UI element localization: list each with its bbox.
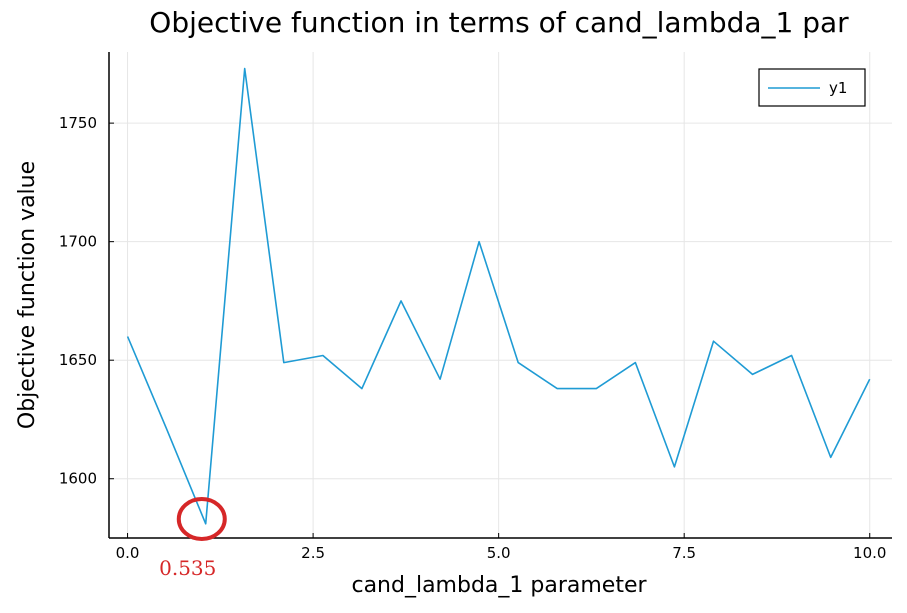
annotation-label: 0.535 — [159, 556, 216, 580]
y-tick-label: 1700 — [59, 233, 97, 251]
x-axis-label: cand_lambda_1 parameter — [351, 573, 647, 598]
y-tick-label: 1650 — [59, 351, 97, 369]
plot-frame — [109, 52, 892, 538]
x-ticks: 0.0 2.5 5.0 7.5 10.0 — [116, 533, 886, 562]
y-ticks: 1600 1650 1700 1750 — [59, 114, 114, 488]
annotations: 0.535 — [159, 497, 227, 580]
y-tick-label: 1600 — [59, 470, 97, 488]
legend: y1 — [758, 68, 866, 107]
x-tick-label: 0.0 — [116, 544, 140, 562]
x-tick-label: 2.5 — [301, 544, 325, 562]
series-group — [126, 67, 871, 525]
annotation-circle — [176, 497, 227, 542]
series-line-y1 — [126, 67, 871, 525]
x-tick-label: 5.0 — [487, 544, 511, 562]
chart-title: Objective function in terms of cand_lamb… — [149, 6, 849, 39]
x-tick-label: 10.0 — [853, 544, 886, 562]
y-axis-label: Objective function value — [15, 161, 40, 429]
grid-lines — [109, 52, 892, 538]
legend-label-y1: y1 — [829, 79, 847, 97]
x-tick-label: 7.5 — [672, 544, 696, 562]
y-tick-label: 1750 — [59, 114, 97, 132]
